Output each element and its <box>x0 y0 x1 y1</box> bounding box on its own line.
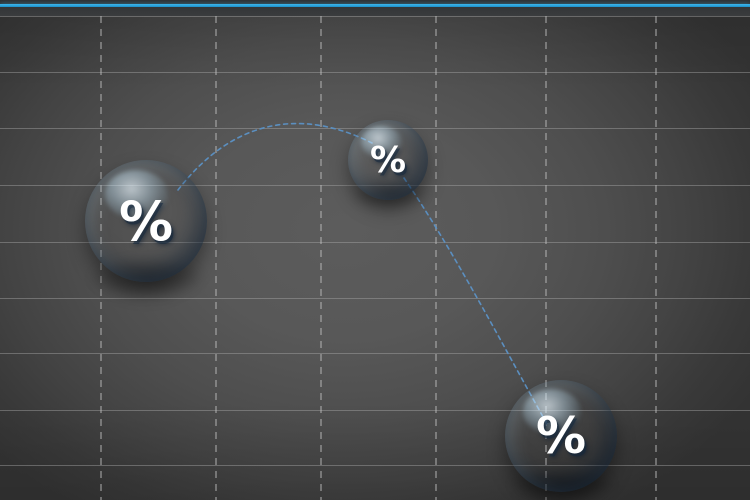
accent-line <box>0 4 750 7</box>
percent-sphere-medium[interactable]: % <box>505 380 617 492</box>
percent-glyph: % <box>118 189 174 253</box>
percent-sphere-large[interactable]: % <box>85 160 207 282</box>
percent-glyph: % <box>369 139 407 181</box>
percent-sphere-small[interactable]: % <box>348 120 428 200</box>
percent-glyph: % <box>535 407 587 465</box>
top-strip <box>0 0 750 4</box>
top-band <box>0 7 750 16</box>
